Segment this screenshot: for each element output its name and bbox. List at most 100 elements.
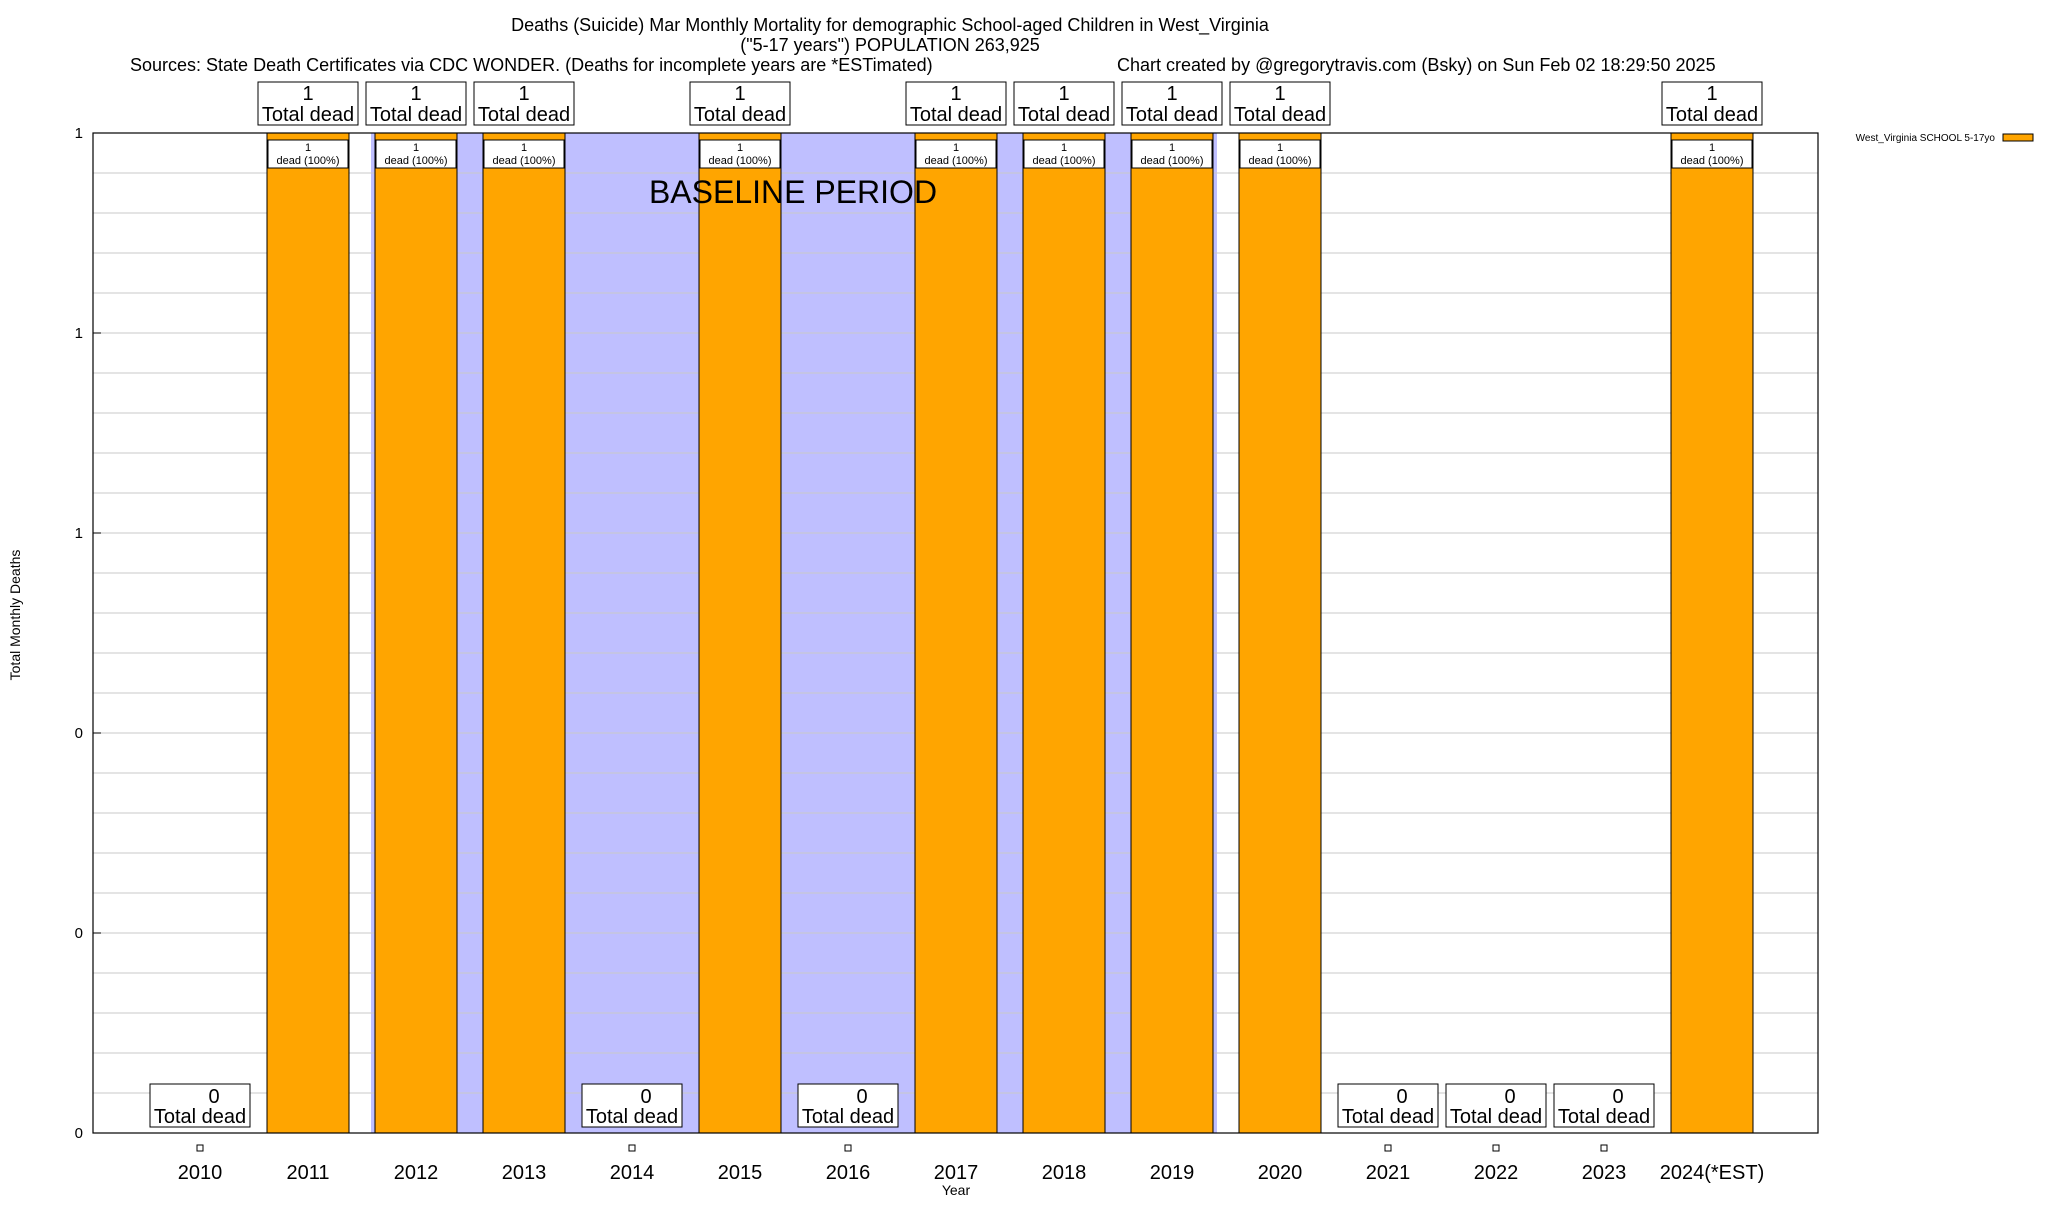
- zero-marker: [1492, 1144, 1500, 1152]
- bar-inner-caption: dead (100%): [925, 155, 988, 167]
- bar-inner-value: 1: [737, 142, 743, 154]
- legend: West_Virginia SCHOOL 5-17yo: [1856, 133, 2034, 144]
- total-label-box: [1445, 1083, 1547, 1128]
- total-label-box: [1337, 1083, 1439, 1128]
- total-value: 0: [1396, 1086, 1407, 1108]
- inner-label-box: [1131, 139, 1213, 169]
- bars-layer: [266, 132, 1754, 1134]
- zero-marker: [1384, 1144, 1392, 1152]
- bar-inner-caption: dead (100%): [493, 155, 556, 167]
- total-value: 0: [856, 1086, 867, 1108]
- y-tick-label: 1: [75, 525, 83, 542]
- inner-label-box: [483, 139, 565, 169]
- total-label-box: [1661, 81, 1763, 126]
- bar-inner-value: 1: [305, 142, 311, 154]
- bar-inner-value: 1: [1061, 142, 1067, 154]
- bar-inner-value: 1: [1277, 142, 1283, 154]
- zero-marker: [1600, 1144, 1608, 1152]
- y-tick-label: 0: [75, 1125, 83, 1142]
- x-tick-label: 2010: [178, 1162, 223, 1184]
- total-label-box: [581, 1083, 683, 1128]
- x-tick-label: 2023: [1582, 1162, 1627, 1184]
- y-axis-label: Total Monthly Deaths: [7, 550, 23, 681]
- total-value: 1: [734, 83, 745, 105]
- total-caption: Total dead: [1018, 104, 1110, 126]
- total-value: 1: [1166, 83, 1177, 105]
- zero-marker: [844, 1144, 852, 1152]
- bar: [374, 132, 458, 1134]
- total-caption: Total dead: [586, 1106, 678, 1128]
- inner-label-box: [1023, 139, 1105, 169]
- total-caption: Total dead: [1450, 1106, 1542, 1128]
- total-caption: Total dead: [1666, 104, 1758, 126]
- bar-inner-caption: dead (100%): [277, 155, 340, 167]
- x-axis-label: Year: [942, 1182, 971, 1198]
- bar: [1238, 132, 1322, 1134]
- x-tick-label: 2021: [1366, 1162, 1411, 1184]
- total-label-box: [1229, 81, 1331, 126]
- y-tick-label: 1: [75, 325, 83, 342]
- bar: [1022, 132, 1106, 1134]
- inner-label-box: [699, 139, 781, 169]
- total-label-box: [689, 81, 791, 126]
- total-caption: Total dead: [154, 1106, 246, 1128]
- total-value: 1: [302, 83, 313, 105]
- inner-label-box: [1671, 139, 1753, 169]
- x-tick-label: 2011: [286, 1162, 329, 1184]
- bar: [1670, 132, 1754, 1134]
- total-value: 0: [640, 1086, 651, 1108]
- total-value: 1: [518, 83, 529, 105]
- total-caption: Total dead: [478, 104, 570, 126]
- total-caption: Total dead: [910, 104, 1002, 126]
- x-tick-label: 2016: [826, 1162, 871, 1184]
- total-value: 0: [1504, 1086, 1515, 1108]
- total-caption: Total dead: [1126, 104, 1218, 126]
- bar: [914, 132, 998, 1134]
- x-tick-label: 2015: [718, 1162, 763, 1184]
- y-tick-label: 0: [75, 925, 83, 942]
- zero-marker: [196, 1144, 204, 1152]
- baseline-period-label: BASELINE PERIOD: [649, 174, 937, 210]
- legend-label: West_Virginia SCHOOL 5-17yo: [1856, 133, 1996, 144]
- total-caption: Total dead: [370, 104, 462, 126]
- bar: [482, 132, 566, 1134]
- bar-inner-value: 1: [413, 142, 419, 154]
- total-caption: Total dead: [1342, 1106, 1434, 1128]
- total-value: 0: [208, 1086, 219, 1108]
- bar-inner-caption: dead (100%): [1141, 155, 1204, 167]
- x-tick-label: 2019: [1150, 1162, 1195, 1184]
- chart-title-line-1: Deaths (Suicide) Mar Monthly Mortality f…: [511, 15, 1270, 36]
- x-tick-label: 2013: [502, 1162, 547, 1184]
- bar-inner-caption: dead (100%): [1033, 155, 1096, 167]
- total-value: 0: [1612, 1086, 1623, 1108]
- sources-text: Sources: State Death Certificates via CD…: [130, 55, 933, 75]
- total-caption: Total dead: [694, 104, 786, 126]
- total-label-box: [365, 81, 467, 126]
- total-label-box: [905, 81, 1007, 126]
- total-value: 1: [410, 83, 421, 105]
- total-caption: Total dead: [1558, 1106, 1650, 1128]
- total-label-box: [149, 1083, 251, 1128]
- inner-label-box: [1239, 139, 1321, 169]
- legend-swatch: [2002, 133, 2034, 142]
- inner-label-box: [915, 139, 997, 169]
- total-value: 1: [1274, 83, 1285, 105]
- bar-inner-caption: dead (100%): [385, 155, 448, 167]
- inner-label-box: [267, 139, 349, 169]
- total-caption: Total dead: [802, 1106, 894, 1128]
- total-label-box: [1013, 81, 1115, 126]
- x-tick-label: 2017: [934, 1162, 979, 1184]
- x-tick-label: 2012: [394, 1162, 439, 1184]
- total-value: 1: [1706, 83, 1717, 105]
- total-label-box: [473, 81, 575, 126]
- bar-inner-value: 1: [1169, 142, 1175, 154]
- bar: [698, 132, 782, 1134]
- bar: [1130, 132, 1214, 1134]
- bar-inner-value: 1: [1709, 142, 1715, 154]
- x-tick-label: 2018: [1042, 1162, 1087, 1184]
- chart-title-line-2: ("5-17 years") POPULATION 263,925: [740, 35, 1040, 55]
- total-label-box: [257, 81, 359, 126]
